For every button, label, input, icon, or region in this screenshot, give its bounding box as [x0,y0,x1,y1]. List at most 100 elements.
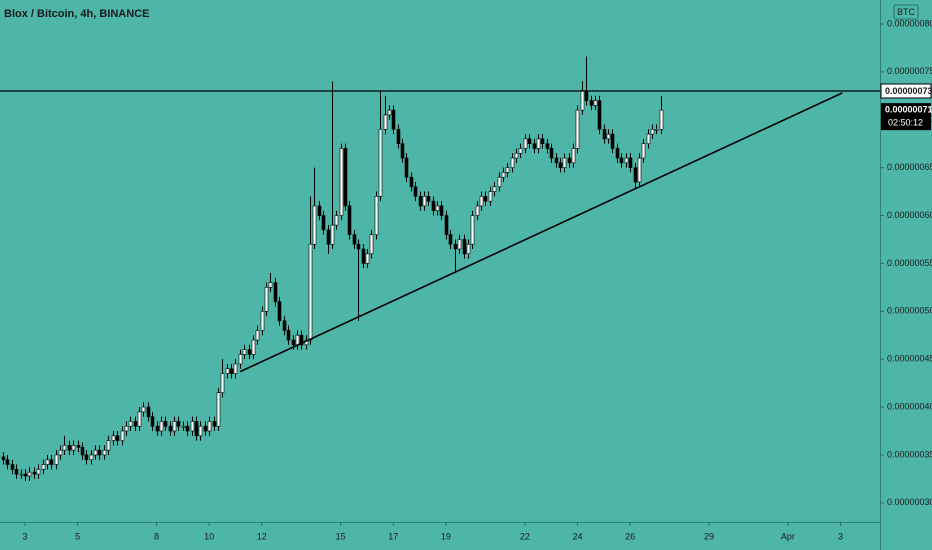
candle-body [400,143,405,159]
y-tick-label: 0.00000030 [887,497,932,507]
candle-body [470,215,475,245]
candle-body [523,138,528,149]
candle-body [413,186,418,197]
candle-body [185,425,190,432]
candle-body [10,464,15,470]
candle-body [106,440,111,451]
y-tick-label: 0.00000075 [887,66,932,76]
candle-body [610,133,615,149]
candle-body [233,363,238,374]
candle-body [650,129,655,135]
candle-body [308,243,313,341]
x-tick-label: 12 [257,531,267,541]
candle-body [439,205,444,216]
candle-body [36,469,41,475]
y-tick-label: 0.00000050 [887,306,932,316]
candle-body [54,454,59,465]
candle-body [220,373,225,393]
candle-body [497,176,502,188]
candle-body [633,167,638,183]
candle-body [150,416,155,427]
candle-body [155,425,160,432]
candle-body [391,109,396,130]
candle-body [409,176,414,188]
candle-body [435,205,440,212]
candle-body [312,205,317,245]
candle-body [264,287,269,312]
candle-body [168,425,173,432]
candle-body [637,157,642,183]
y-tick-label: 0.00000060 [887,210,932,220]
candle-body [212,421,217,427]
candle-body [14,469,19,475]
candle-body [334,215,339,226]
candle-body [659,109,664,130]
candle-body [356,243,361,250]
candle-body [124,425,129,432]
candle-body [62,445,67,451]
x-tick-label: 19 [441,531,451,541]
last-price-tag [881,103,931,131]
hline-price-label: 0.00000073 [885,86,932,96]
x-tick-label: 26 [625,531,635,541]
candle-body [190,421,195,432]
candle-body [260,310,265,331]
candle-body [176,421,181,427]
candle-body [238,354,243,365]
candle-body [216,392,221,427]
candle-body [580,90,585,111]
candle-body [361,248,366,264]
candle-body [431,200,436,212]
candle-body [242,349,247,355]
candle-body [619,157,624,164]
candle-body [396,129,401,144]
candle-body [207,421,212,432]
candle-body [387,109,392,116]
candle-body [422,196,427,207]
candle-body [448,234,453,245]
x-tick-label: 5 [75,531,80,541]
candle-body [330,224,335,245]
candle-body [71,445,76,451]
x-tick-label: 10 [204,531,214,541]
candle-body [527,138,532,144]
candle-body [606,133,611,140]
candle-body [641,143,646,159]
candle-body [475,205,480,216]
candle-body [225,368,230,374]
candle-body [339,148,344,216]
candle-body [163,421,168,427]
candle-body [286,330,291,341]
candle-body [554,157,559,164]
x-tick-label: 8 [154,531,159,541]
candle-body [198,425,203,437]
candle-body [255,330,260,341]
candle-body [369,234,374,255]
candle-body [277,301,282,322]
candle-body [97,449,102,456]
y-tick-label: 0.00000045 [887,354,932,364]
candle-body [89,454,94,461]
candle-body [141,406,146,413]
candle-body [282,320,287,331]
candle-body [321,215,326,231]
x-tick-label: 24 [572,531,582,541]
candle-body [27,471,32,477]
candle-body [418,196,423,207]
candle-body [137,411,142,427]
candle-body [268,282,273,288]
candle-body [58,449,63,456]
currency-label: BTC [897,7,916,17]
candle-body [1,456,6,461]
candle-body [540,138,545,144]
candle-body [32,471,37,475]
candle-body [111,435,116,441]
y-tick-label: 0.00000065 [887,162,932,172]
x-tick-label: 29 [704,531,714,541]
candle-body [404,157,409,178]
candle-body [102,449,107,456]
candle-body [457,239,462,250]
candle-body [483,196,488,202]
candle-body [615,148,620,159]
